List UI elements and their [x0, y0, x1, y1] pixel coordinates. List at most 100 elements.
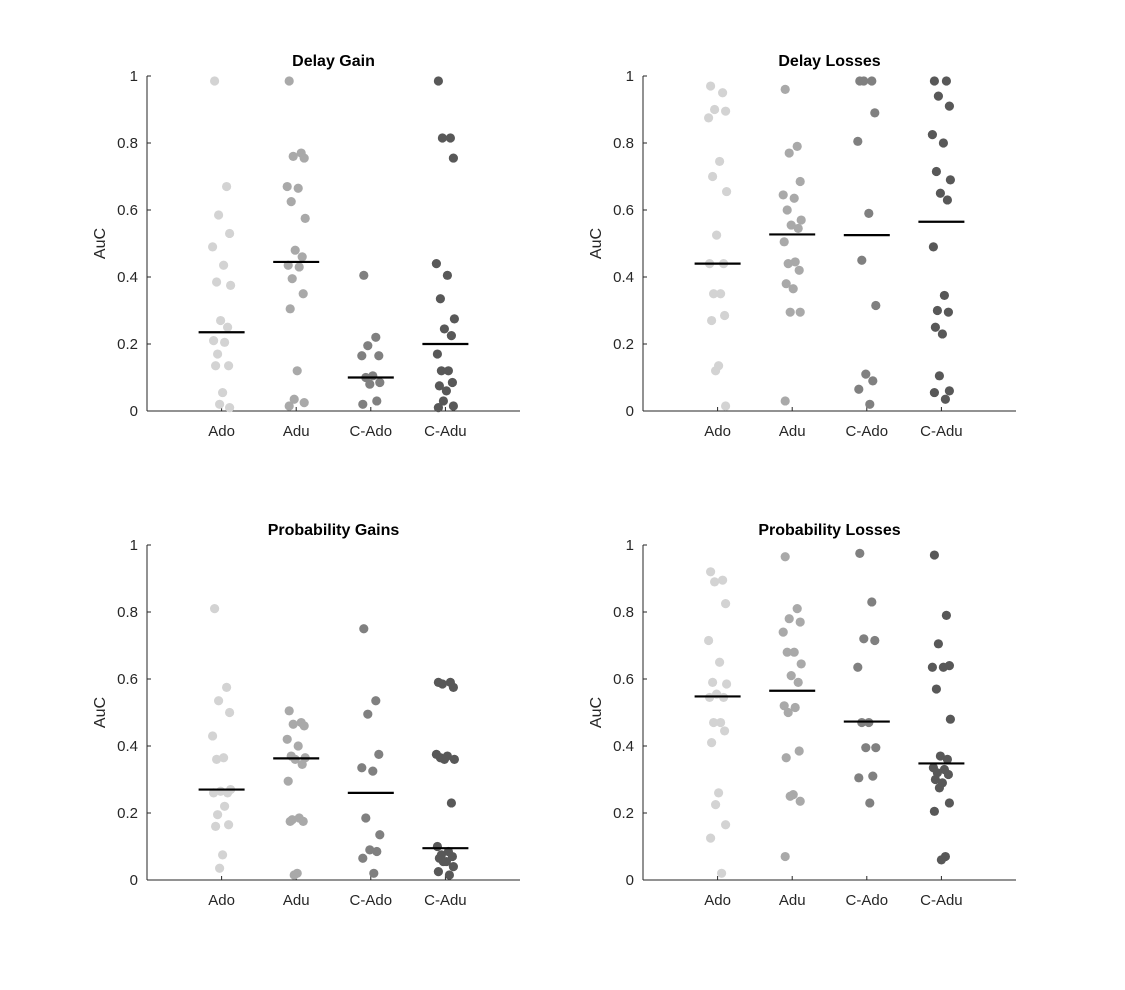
data-point	[365, 845, 375, 855]
data-point	[783, 707, 793, 718]
x-tick-label: Adu	[779, 423, 806, 440]
data-point	[709, 289, 719, 299]
data-point	[371, 332, 381, 342]
data-point	[941, 610, 952, 620]
data-point	[943, 307, 954, 317]
data-point	[786, 671, 796, 681]
y-tick-label: 0.2	[613, 805, 634, 822]
data-point	[448, 862, 458, 872]
data-point	[285, 304, 295, 314]
data-point	[374, 749, 384, 759]
data-point	[935, 188, 946, 198]
data-point	[433, 867, 443, 877]
data-point	[288, 719, 298, 729]
data-point	[929, 387, 940, 398]
y-axis-label: AuC	[588, 228, 605, 259]
x-tick-label: C-Ado	[846, 423, 889, 440]
data-point	[865, 798, 875, 808]
data-point	[299, 153, 309, 163]
y-tick-label: 0.8	[117, 604, 138, 621]
data-point	[369, 868, 379, 878]
data-point	[790, 702, 800, 713]
data-point	[448, 401, 458, 411]
data-point	[783, 259, 793, 269]
data-point	[721, 599, 731, 609]
data-point	[868, 376, 878, 386]
data-point	[284, 401, 294, 411]
data-point	[299, 398, 309, 408]
data-point	[446, 798, 456, 808]
data-point	[708, 171, 718, 182]
data-point	[359, 270, 369, 280]
data-point	[927, 662, 938, 672]
chart-title: Probability Losses	[758, 522, 900, 539]
data-point	[219, 260, 229, 270]
data-point	[793, 223, 803, 234]
data-point	[434, 381, 444, 391]
data-point	[784, 148, 794, 158]
data-point	[871, 300, 881, 311]
data-point	[720, 726, 730, 736]
data-point	[929, 806, 940, 816]
data-point	[861, 369, 871, 379]
data-point	[709, 717, 719, 728]
data-point	[358, 399, 368, 409]
data-point	[715, 156, 725, 167]
data-point	[445, 133, 455, 143]
data-point	[431, 259, 441, 269]
data-point	[706, 567, 716, 577]
data-point	[716, 717, 726, 728]
data-point	[222, 181, 232, 192]
data-point	[285, 816, 295, 826]
data-point	[286, 197, 296, 207]
data-point	[780, 84, 790, 94]
data-point	[447, 377, 457, 388]
data-point	[933, 91, 944, 101]
data-point	[795, 307, 805, 317]
x-tick-label: Ado	[208, 892, 235, 909]
data-point	[436, 366, 446, 376]
data-point	[433, 76, 443, 86]
data-point	[778, 627, 788, 637]
data-point	[855, 548, 865, 558]
data-point	[298, 289, 308, 299]
y-tick-label: 0.2	[117, 805, 138, 822]
data-point	[782, 205, 792, 215]
data-point	[792, 141, 802, 151]
data-point	[944, 386, 955, 396]
data-point	[213, 349, 223, 359]
data-point	[786, 220, 796, 230]
data-point	[708, 677, 718, 687]
data-point	[215, 399, 225, 409]
y-tick-label: 0	[626, 403, 634, 420]
data-point	[711, 366, 721, 376]
x-tick-label: C-Adu	[424, 892, 467, 909]
data-point	[209, 336, 219, 346]
y-tick-label: 0	[130, 403, 138, 420]
x-tick-label: Adu	[283, 423, 310, 440]
y-tick-label: 1	[130, 537, 138, 554]
data-point	[357, 763, 367, 773]
data-point	[208, 731, 218, 741]
data-point	[293, 741, 303, 751]
data-point	[936, 855, 947, 865]
y-tick-label: 0.6	[613, 202, 634, 219]
data-point	[785, 791, 795, 801]
data-point	[435, 294, 445, 304]
data-point	[782, 647, 792, 657]
data-point	[288, 151, 298, 161]
data-point	[931, 166, 942, 177]
y-tick-label: 1	[626, 68, 634, 85]
data-point	[870, 108, 880, 118]
data-point	[357, 351, 367, 361]
data-point	[722, 679, 732, 689]
chart-panel: Probability Losses 0 0.2 0.4 0.6 0.8 1 AuC Ado Ad…	[588, 522, 1016, 909]
data-point	[372, 396, 382, 406]
data-point	[284, 706, 294, 716]
data-point	[790, 257, 800, 267]
data-point	[795, 796, 805, 806]
data-point	[929, 550, 940, 560]
data-point	[793, 677, 803, 687]
chart-title: Delay Gain	[292, 53, 375, 70]
